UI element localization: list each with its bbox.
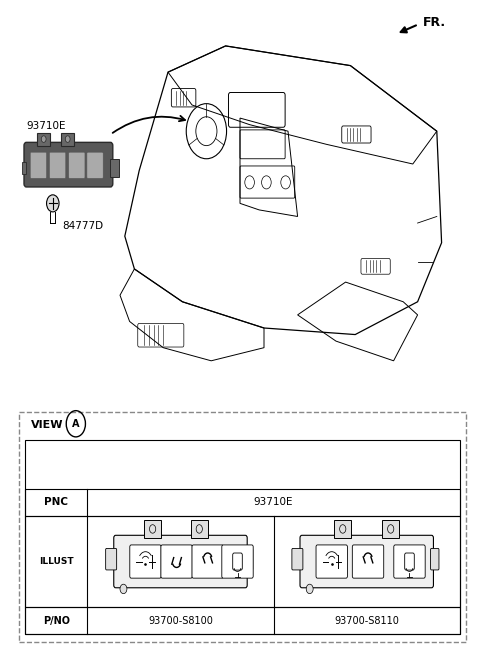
Bar: [25, 516, 460, 607]
FancyBboxPatch shape: [49, 152, 66, 178]
Text: 93710E: 93710E: [254, 497, 293, 508]
FancyBboxPatch shape: [30, 152, 47, 178]
Circle shape: [65, 136, 70, 142]
Bar: [25, 489, 460, 516]
FancyBboxPatch shape: [352, 545, 384, 578]
FancyBboxPatch shape: [24, 142, 113, 187]
Bar: [334, 520, 351, 538]
Text: P/NO: P/NO: [43, 615, 70, 626]
FancyBboxPatch shape: [114, 535, 247, 588]
Text: A: A: [72, 419, 80, 429]
Circle shape: [306, 584, 313, 594]
Bar: [19, 412, 466, 642]
Bar: [110, 159, 119, 177]
Bar: [191, 520, 208, 538]
Text: PNC: PNC: [44, 497, 68, 508]
Text: FR.: FR.: [422, 16, 445, 30]
FancyBboxPatch shape: [69, 152, 85, 178]
Bar: [61, 133, 74, 146]
Bar: [25, 440, 460, 634]
Text: 93700-S8110: 93700-S8110: [334, 615, 399, 626]
FancyBboxPatch shape: [87, 152, 103, 178]
Text: 93710E: 93710E: [26, 121, 66, 131]
Text: ILLUST: ILLUST: [39, 557, 73, 566]
FancyBboxPatch shape: [316, 545, 348, 578]
Bar: [22, 162, 26, 174]
FancyBboxPatch shape: [431, 548, 439, 570]
Text: VIEW: VIEW: [31, 420, 64, 430]
Text: 84777D: 84777D: [62, 221, 104, 231]
FancyBboxPatch shape: [161, 545, 192, 578]
Text: 93700-S8100: 93700-S8100: [148, 615, 213, 626]
Bar: [25, 607, 460, 634]
FancyBboxPatch shape: [300, 535, 433, 588]
Bar: [144, 520, 161, 538]
FancyBboxPatch shape: [106, 548, 117, 570]
Bar: [382, 520, 399, 538]
FancyBboxPatch shape: [192, 545, 223, 578]
Circle shape: [41, 136, 46, 142]
FancyBboxPatch shape: [130, 545, 161, 578]
Circle shape: [120, 584, 127, 594]
FancyBboxPatch shape: [292, 548, 303, 570]
Bar: [37, 133, 50, 146]
Circle shape: [47, 195, 59, 212]
FancyBboxPatch shape: [244, 548, 252, 570]
FancyBboxPatch shape: [222, 545, 253, 578]
FancyBboxPatch shape: [394, 545, 425, 578]
